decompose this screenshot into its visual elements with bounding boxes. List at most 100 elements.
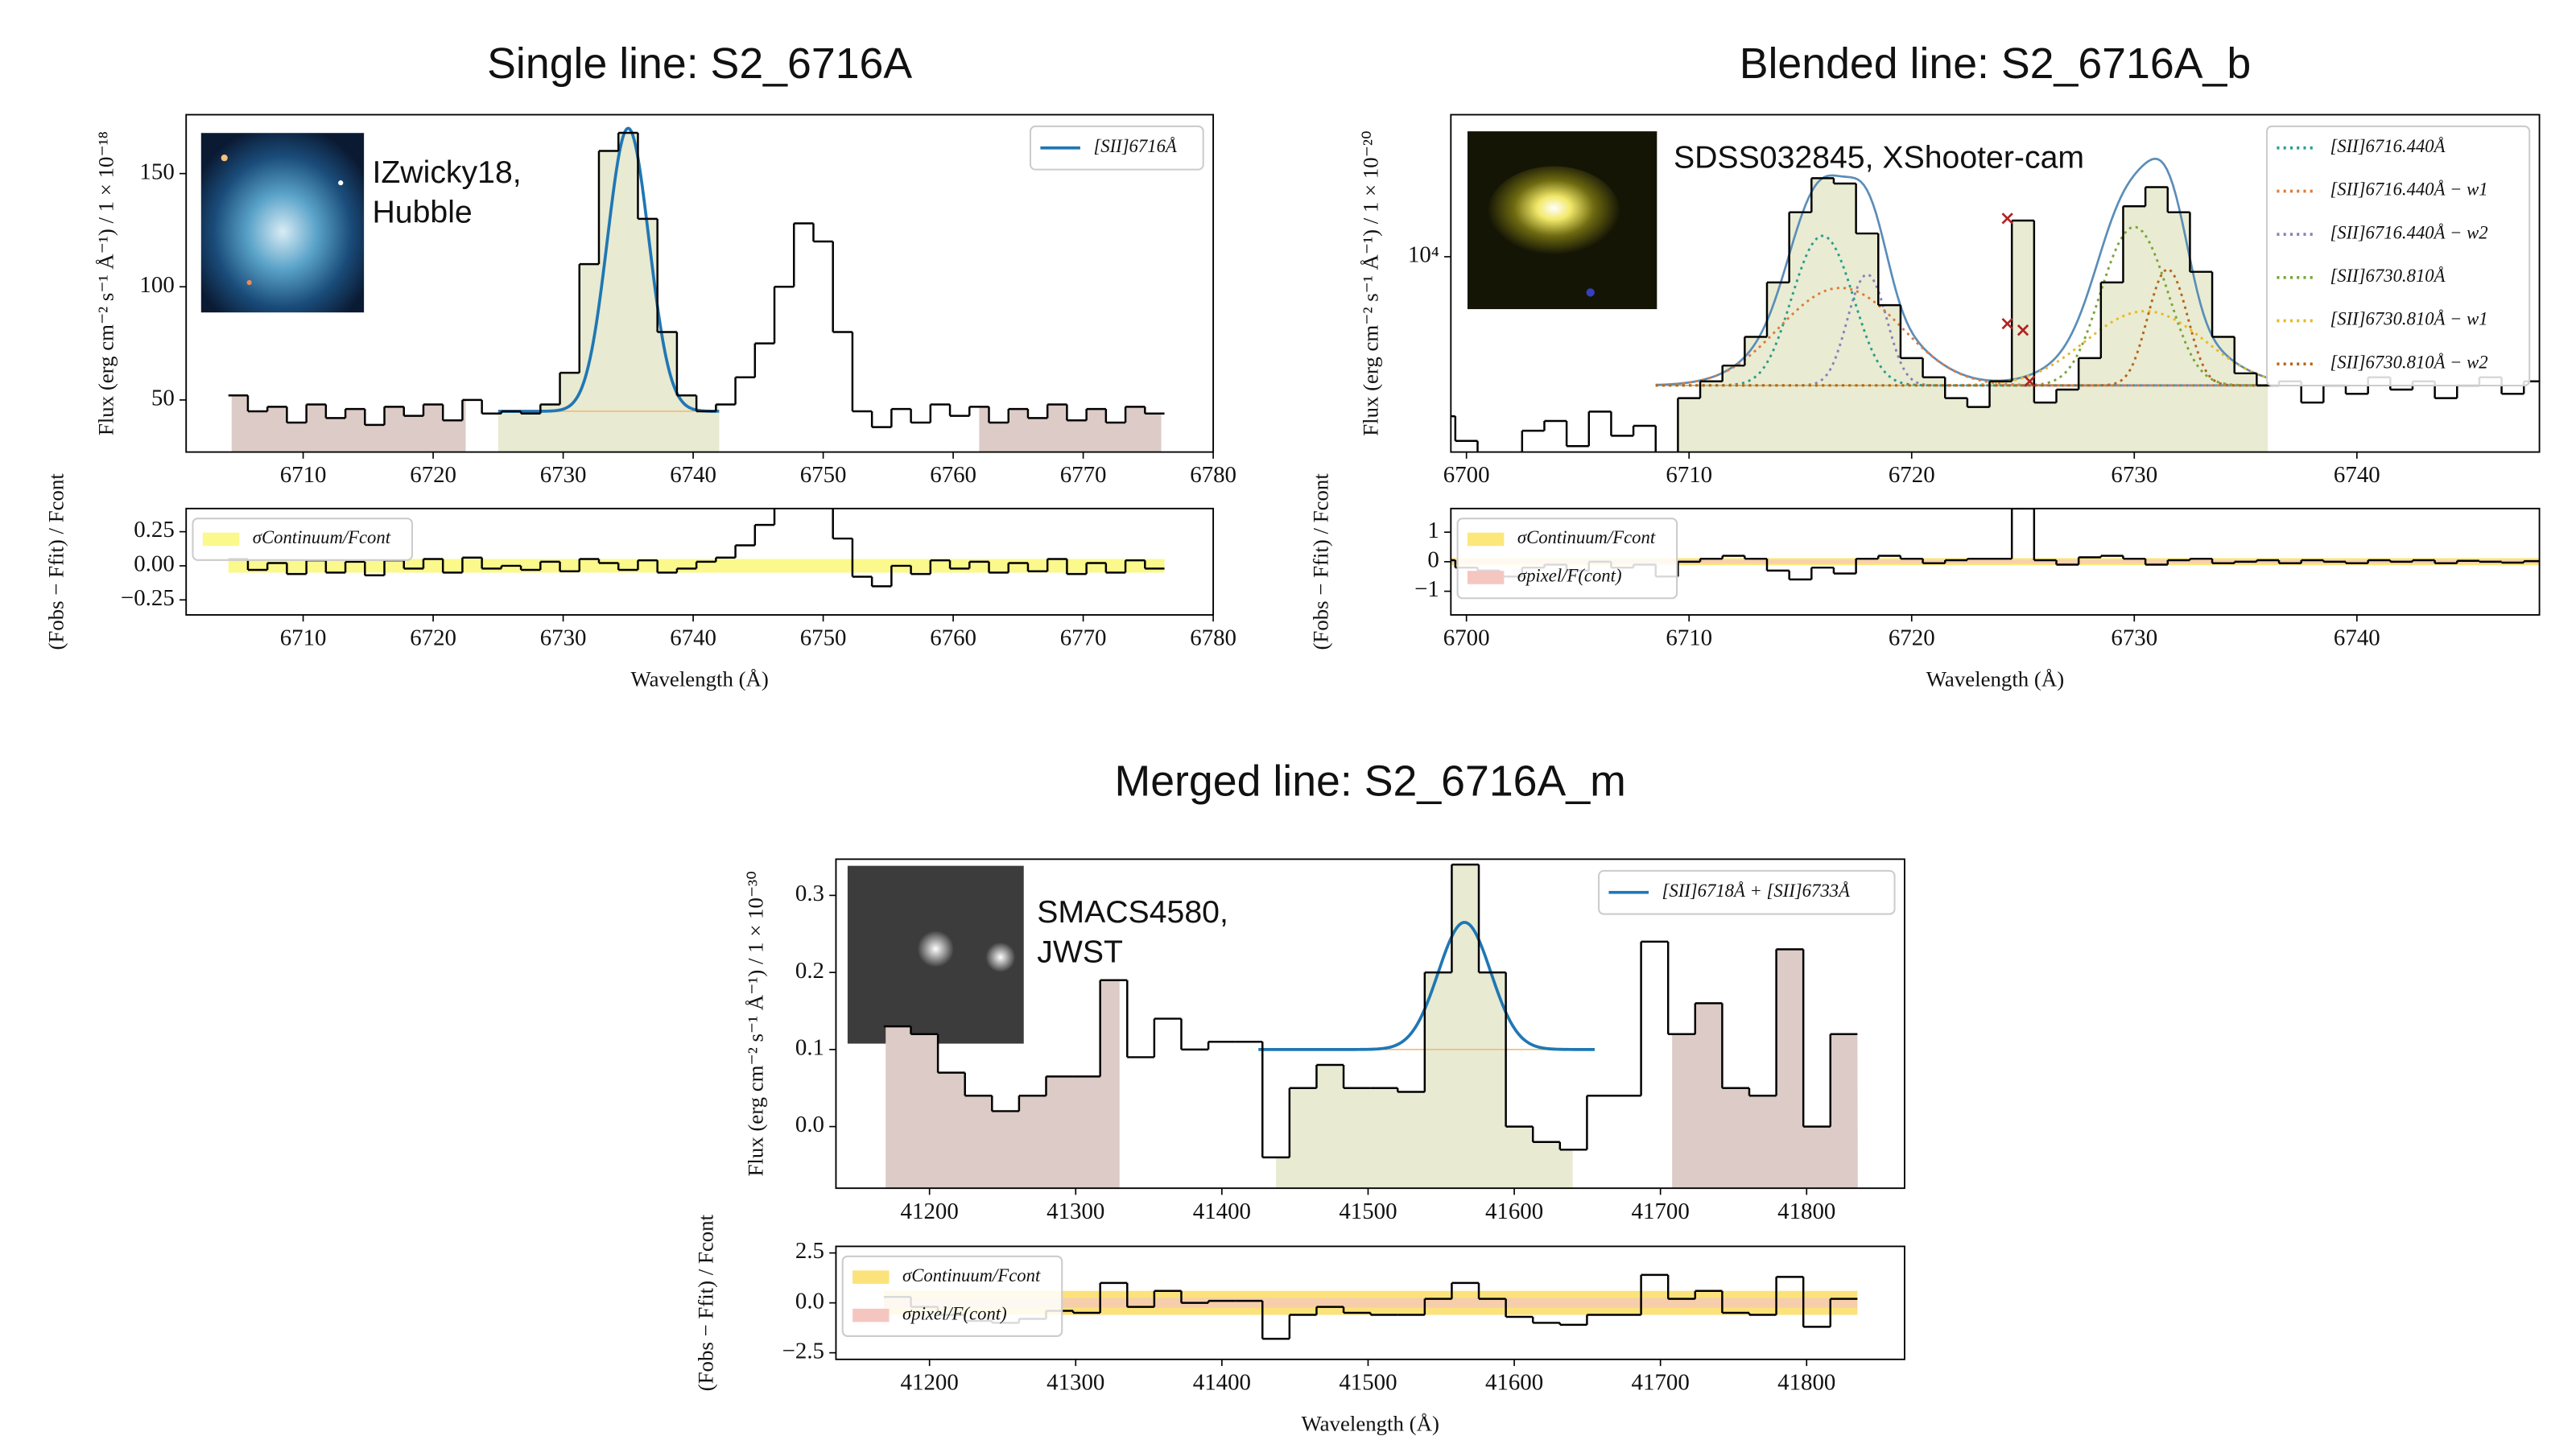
x-tick-label: 6710 bbox=[1666, 462, 1712, 488]
legend-swatch bbox=[852, 1308, 890, 1322]
image-label: JWST bbox=[1037, 934, 1123, 969]
x-tick-label: 6760 bbox=[930, 625, 976, 651]
plot-area bbox=[1451, 157, 2540, 452]
y-tick-label: −1 bbox=[1414, 576, 1439, 602]
legend-label: σpixel/F(cont) bbox=[1517, 566, 1622, 586]
x-tick-label: 6720 bbox=[1889, 625, 1935, 651]
x-tick-label: 41500 bbox=[1339, 1369, 1397, 1395]
x-tick-label: 41600 bbox=[1485, 1199, 1543, 1224]
step-connector bbox=[246, 133, 1146, 427]
legend-swatch bbox=[852, 1270, 890, 1284]
y-axis-label: (Fobs − Ffit) / Fcont bbox=[1309, 473, 1333, 650]
x-tick-label: 6780 bbox=[1190, 625, 1236, 651]
thumbnail bbox=[1467, 131, 1657, 310]
x-tick-label: 6740 bbox=[2334, 462, 2380, 488]
x-tick-label: 41400 bbox=[1193, 1199, 1251, 1224]
fit-region bbox=[1276, 864, 1573, 1189]
image-label: SDSS032845, XShooter-cam bbox=[1674, 140, 2084, 175]
legend-box bbox=[1598, 869, 1896, 915]
thumbnail bbox=[200, 133, 365, 313]
legend-swatch bbox=[1467, 532, 1505, 547]
thumbnail bbox=[847, 865, 1024, 1044]
step-connector bbox=[246, 508, 1146, 587]
x-tick-label: 6700 bbox=[1443, 625, 1490, 651]
x-tick-label: 6750 bbox=[800, 462, 847, 488]
plot-area bbox=[883, 863, 1858, 1189]
x-tick-label: 6700 bbox=[1443, 462, 1490, 488]
y-axis-label: (Fobs − Ffit) / Fcont bbox=[43, 473, 68, 650]
y-tick-label: 100 bbox=[139, 272, 174, 298]
x-tick-label: 6740 bbox=[2334, 625, 2380, 651]
legend-label: σpixel/F(cont) bbox=[902, 1303, 1007, 1323]
y-tick-label: 50 bbox=[151, 386, 175, 411]
x-tick-label: 6710 bbox=[280, 625, 327, 651]
plot-area bbox=[1451, 508, 2540, 581]
legend-box bbox=[1456, 518, 1678, 600]
legend-label: [SII]6716Å bbox=[1093, 136, 1176, 156]
legend-label: σContinuum/Fcont bbox=[1517, 527, 1656, 547]
x-tick-label: 6750 bbox=[800, 625, 847, 651]
axes-frame bbox=[835, 858, 1905, 1190]
legend-label: [SII]6716.440Å − w2 bbox=[2330, 222, 2487, 242]
legend-label: σContinuum/Fcont bbox=[902, 1265, 1041, 1285]
legend-label: [SII]6718Å + [SII]6733Å bbox=[1662, 881, 1850, 901]
axes-frame bbox=[1450, 113, 2541, 453]
x-tick-label: 41300 bbox=[1046, 1369, 1104, 1395]
x-tick-label: 41700 bbox=[1632, 1199, 1690, 1224]
chart-title: Single line: S2_6716A bbox=[487, 39, 912, 88]
x-tick-label: 41500 bbox=[1339, 1199, 1397, 1224]
x-tick-label: 6770 bbox=[1060, 625, 1107, 651]
y-tick-label: 0.1 bbox=[795, 1034, 824, 1060]
legend-label: [SII]6716.440Å bbox=[2330, 136, 2445, 156]
x-tick-label: 41300 bbox=[1046, 1199, 1104, 1224]
axes-frame bbox=[185, 507, 1215, 616]
x-tick-label: 6710 bbox=[1666, 625, 1712, 651]
plot-area bbox=[228, 508, 1165, 588]
x-tick-label: 6720 bbox=[1889, 462, 1935, 488]
legend-label: [SII]6716.440Å − w1 bbox=[2330, 179, 2487, 200]
x-tick-label: 6740 bbox=[670, 625, 716, 651]
step-connector bbox=[910, 864, 1832, 1157]
legend-box bbox=[192, 518, 414, 561]
fit-region bbox=[1672, 949, 1858, 1189]
x-tick-label: 41400 bbox=[1193, 1369, 1251, 1395]
legend-label: [SII]6730.810Å bbox=[2330, 266, 2445, 286]
axes-frame bbox=[835, 1245, 1905, 1360]
x-tick-label: 41200 bbox=[901, 1199, 959, 1224]
y-tick-label: 0.0 bbox=[795, 1112, 824, 1137]
x-tick-label: 6740 bbox=[670, 462, 716, 488]
y-tick-label: 0.3 bbox=[795, 881, 824, 906]
fit-curve bbox=[1655, 287, 2268, 387]
marker bbox=[2024, 375, 2036, 387]
y-tick-label: 0.2 bbox=[795, 958, 824, 984]
fit-region bbox=[231, 395, 466, 452]
legend-swatch bbox=[202, 532, 240, 547]
y-tick-label: 0.0 bbox=[795, 1288, 824, 1314]
fit-curve bbox=[497, 126, 720, 413]
x-tick-label: 6730 bbox=[2111, 462, 2157, 488]
image-label: Hubble bbox=[372, 195, 472, 230]
fit-curve bbox=[1258, 921, 1595, 1051]
legend-box bbox=[841, 1255, 1063, 1337]
fit-region bbox=[1655, 178, 2268, 452]
x-axis-label: Wavelength (Å) bbox=[630, 667, 768, 691]
legend-box bbox=[2265, 125, 2531, 387]
fit-region bbox=[979, 404, 1162, 452]
fit-region bbox=[497, 133, 720, 452]
x-tick-label: 6760 bbox=[930, 462, 976, 488]
y-tick-label: 1 bbox=[1427, 518, 1439, 543]
x-axis-label: Wavelength (Å) bbox=[1926, 667, 2064, 691]
x-tick-label: 41800 bbox=[1777, 1369, 1835, 1395]
uncertainty-band bbox=[1451, 559, 2540, 564]
x-tick-label: 6720 bbox=[410, 462, 456, 488]
marker bbox=[2001, 317, 2013, 330]
image-label: IZwicky18, bbox=[372, 155, 521, 190]
x-tick-label: 41800 bbox=[1777, 1199, 1835, 1224]
plot-area bbox=[228, 126, 1165, 452]
x-tick-label: 6710 bbox=[280, 462, 327, 488]
chart-title: Blended line: S2_6716A_b bbox=[1740, 39, 2251, 88]
fit-region bbox=[886, 980, 1120, 1189]
x-tick-label: 6730 bbox=[540, 625, 587, 651]
